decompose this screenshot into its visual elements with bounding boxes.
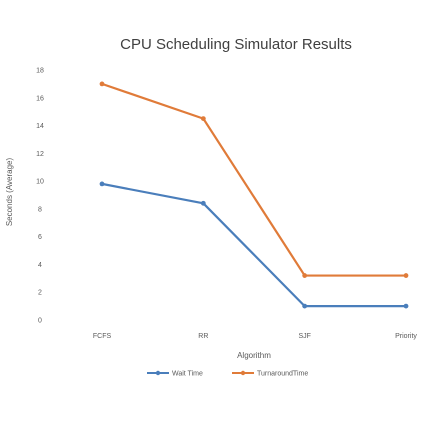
legend-label: TurnaroundTime xyxy=(257,371,308,378)
y-tick-label: 14 xyxy=(36,123,44,130)
series-line xyxy=(101,82,406,277)
chart-title: CPU Scheduling Simulator Results xyxy=(120,36,352,53)
legend: Wait Time TurnaroundTime xyxy=(147,371,308,378)
x-tick-label: SJF xyxy=(298,333,310,340)
legend-marker xyxy=(240,370,246,376)
data-point xyxy=(200,116,206,122)
legend-entry: TurnaroundTime xyxy=(232,371,308,378)
data-point xyxy=(302,303,308,309)
data-point xyxy=(200,200,206,206)
series-line xyxy=(101,182,406,308)
legend-label: Wait Time xyxy=(172,371,203,378)
series-layer xyxy=(99,81,409,309)
data-point xyxy=(99,81,105,87)
x-axis-label: Algorithm xyxy=(237,351,271,360)
y-axis-label: Seconds (Average) xyxy=(5,158,14,227)
y-tick-label: 16 xyxy=(36,95,44,102)
x-tick-label: RR xyxy=(198,333,208,340)
data-point xyxy=(403,303,409,309)
y-tick-label: 0 xyxy=(38,318,42,325)
x-tick-label: FCFS xyxy=(93,333,112,340)
legend-entry: Wait Time xyxy=(147,371,203,378)
x-tick-label: Priority xyxy=(395,333,417,340)
series-0 xyxy=(99,181,409,309)
y-tick-label: 6 xyxy=(38,234,42,241)
y-tick-label: 10 xyxy=(36,179,44,186)
y-tick-label: 4 xyxy=(38,262,42,269)
data-point xyxy=(99,181,105,187)
y-tick-label: 8 xyxy=(38,206,42,213)
y-axis-ticks: 0 2 4 6 8 10 12 14 16 18 xyxy=(36,68,44,325)
legend-marker xyxy=(155,370,161,376)
x-axis-ticks: FCFS RR SJF Priority xyxy=(93,333,418,340)
data-point xyxy=(302,273,308,278)
y-tick-label: 12 xyxy=(36,151,44,158)
y-tick-label: 2 xyxy=(38,290,42,297)
series-1 xyxy=(99,81,409,278)
y-tick-label: 18 xyxy=(36,68,44,75)
data-point xyxy=(403,273,409,278)
